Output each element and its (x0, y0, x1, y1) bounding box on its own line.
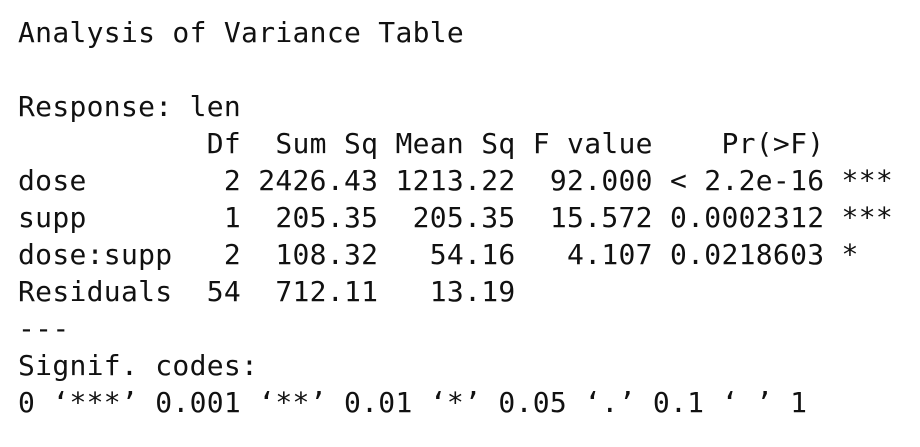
table-header: Df Sum Sq Mean Sq F value Pr(>F) (18, 127, 894, 160)
table-row-residuals: Residuals 54 712.11 13.19 (18, 275, 894, 308)
blank-line (18, 51, 893, 88)
table-row-dose: dose 2 2426.43 1213.22 92.000 < 2.2e-16 … (18, 164, 894, 197)
response-line: Response: len (18, 90, 242, 123)
r-console-output: Analysis of Variance Table Response: len … (18, 14, 893, 421)
signif-codes-legend: 0 ‘***’ 0.001 ‘**’ 0.01 ‘*’ 0.05 ‘.’ 0.1… (18, 386, 808, 419)
separator-line: --- (18, 312, 70, 345)
signif-codes-label: Signif. codes: (18, 349, 259, 382)
table-row-dose-supp: dose:supp 2 108.32 54.16 4.107 0.0218603… (18, 238, 894, 271)
table-row-supp: supp 1 205.35 205.35 15.572 0.0002312 **… (18, 201, 894, 234)
anova-title: Analysis of Variance Table (18, 16, 465, 49)
